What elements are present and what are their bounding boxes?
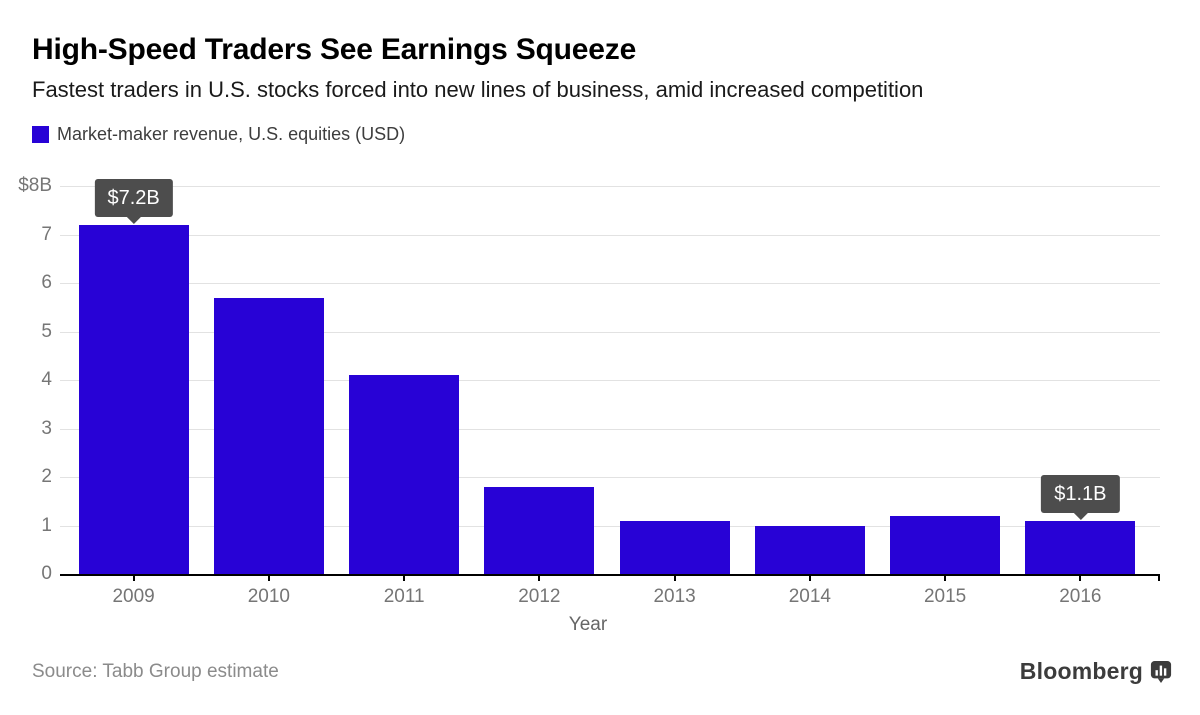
- x-axis-tick-label-2014: 2014: [788, 586, 832, 607]
- gridline-8: [60, 186, 1160, 187]
- gridline-6: [60, 283, 1160, 284]
- x-axis-tick-2009: [132, 574, 135, 581]
- bloomberg-bug-icon: [1150, 660, 1172, 683]
- bloomberg-logo-text: Bloomberg: [1019, 658, 1143, 684]
- y-axis-tick-label-0: 0: [41, 563, 52, 584]
- legend: Market-maker revenue, U.S. equities (USD…: [32, 124, 405, 145]
- chart-subtitle: Fastest traders in U.S. stocks forced in…: [32, 77, 924, 102]
- bar-2013[interactable]: [619, 520, 730, 574]
- x-axis-end-tick: [1158, 574, 1160, 581]
- y-axis-tick-label-8: $8B: [18, 175, 52, 196]
- x-axis-tick-label-2010: 2010: [247, 586, 291, 607]
- value-callout-2009: $7.2B: [94, 178, 173, 217]
- y-axis-tick-label-2: 2: [41, 466, 52, 487]
- value-callout-2016: $1.1B: [1041, 474, 1120, 513]
- x-axis-tick-label-2013: 2013: [653, 586, 696, 607]
- x-axis-tick-2014: [808, 574, 811, 581]
- bar-2012[interactable]: [484, 486, 595, 574]
- x-axis-tick-label-2016: 2016: [1059, 586, 1102, 607]
- y-axis-tick-label-6: 6: [41, 272, 52, 293]
- bar-2011[interactable]: [349, 375, 460, 574]
- x-axis-tick-label-2012: 2012: [518, 586, 561, 607]
- legend-label: Market-maker revenue, U.S. equities (USD…: [57, 124, 406, 144]
- gridline-2: [60, 477, 1160, 478]
- bar-2015[interactable]: [890, 515, 1001, 574]
- bloomberg-logo: Bloomberg: [1020, 658, 1172, 685]
- x-axis-tick-2011: [403, 574, 406, 581]
- y-axis-tick-label-1: 1: [41, 514, 52, 536]
- legend-swatch-icon: [32, 126, 49, 143]
- gridline-7: [60, 234, 1160, 236]
- y-axis-tick-label-7: 7: [41, 223, 52, 245]
- gridline-4: [60, 380, 1160, 381]
- bar-2016[interactable]: [1025, 520, 1136, 574]
- x-axis-tick-2015: [944, 574, 947, 581]
- gridline-1: [60, 525, 1160, 527]
- x-axis-tick-label-2009: 2009: [112, 586, 155, 607]
- gridline-5: [60, 331, 1160, 333]
- x-axis-title: Year: [568, 614, 608, 635]
- source-note: Source: Tabb Group estimate: [32, 661, 279, 682]
- chart-title: High-Speed Traders See Earnings Squeeze: [32, 33, 637, 66]
- gridline-3: [60, 428, 1160, 430]
- x-axis-tick-label-2011: 2011: [383, 586, 425, 607]
- y-axis-tick-label-3: 3: [41, 417, 52, 439]
- x-axis-tick-2012: [538, 574, 541, 581]
- x-axis-line: [60, 574, 1160, 576]
- y-axis-tick-label-5: 5: [41, 320, 52, 342]
- x-axis-tick-2013: [673, 574, 676, 581]
- x-axis-tick-2016: [1079, 574, 1082, 581]
- x-axis-tick-label-2015: 2015: [923, 586, 967, 607]
- bar-2009[interactable]: [78, 224, 189, 574]
- bar-2010[interactable]: [213, 297, 324, 574]
- y-axis-tick-label-4: 4: [41, 369, 52, 390]
- bar-2014[interactable]: [754, 525, 865, 574]
- x-axis-tick-2010: [267, 574, 270, 581]
